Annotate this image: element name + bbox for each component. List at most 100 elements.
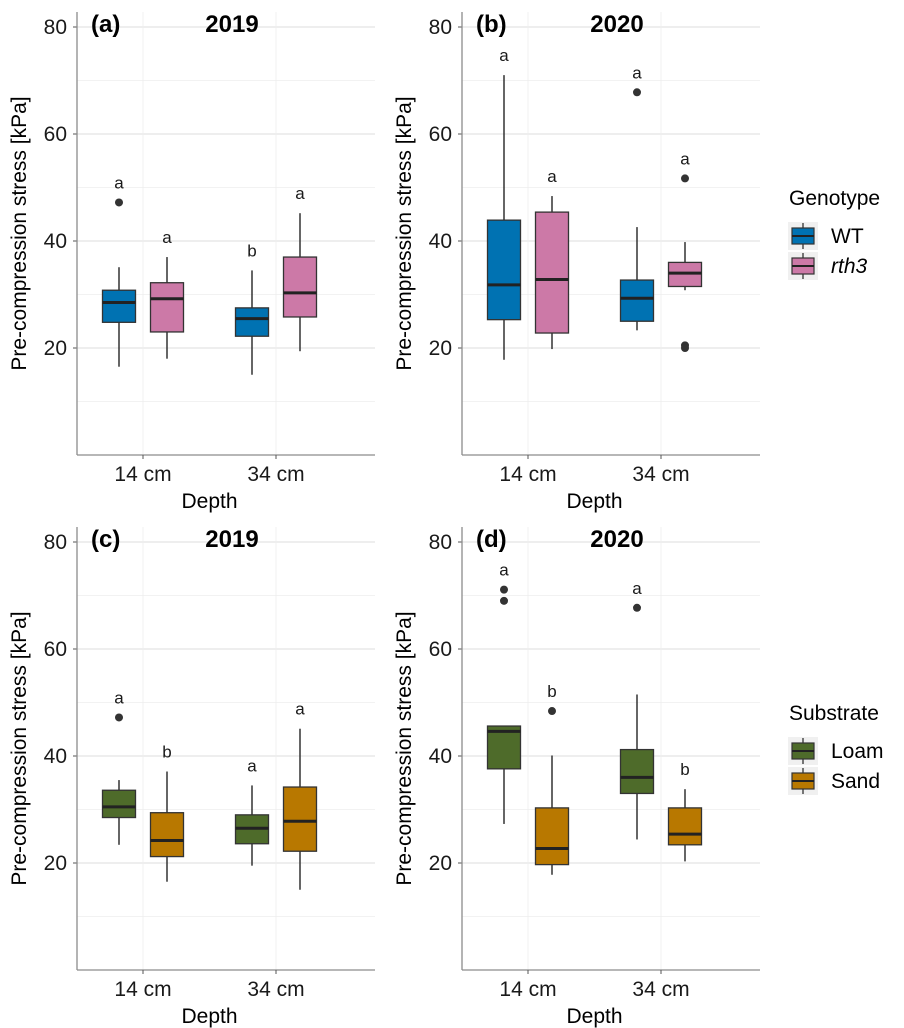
significance-letter: a bbox=[547, 167, 557, 186]
x-tick-label: 34 cm bbox=[632, 463, 689, 486]
box-iqr bbox=[282, 256, 318, 318]
x-tick-label: 34 cm bbox=[632, 978, 689, 1001]
significance-letter: a bbox=[295, 700, 305, 719]
outlier-point bbox=[115, 198, 123, 207]
y-tick-label: 20 bbox=[429, 852, 452, 875]
legend-genotype: Genotype WT rth3 bbox=[788, 187, 880, 280]
box-iqr bbox=[619, 748, 655, 795]
legend-label-wt: WT bbox=[831, 225, 864, 248]
y-tick-label: 80 bbox=[429, 531, 452, 554]
panel-label: (a) bbox=[91, 11, 120, 38]
box-iqr bbox=[486, 219, 522, 321]
significance-letter: a bbox=[499, 46, 509, 65]
y-tick-label: 80 bbox=[429, 16, 452, 39]
panel-title: 2019 bbox=[205, 11, 258, 38]
box-wt-2: b bbox=[234, 241, 270, 375]
legend-substrate: Substrate Loam Sand bbox=[788, 702, 884, 795]
legend-key-sand bbox=[788, 767, 818, 795]
y-tick-label: 40 bbox=[44, 745, 67, 768]
significance-letter: a bbox=[295, 184, 305, 203]
box-sand-1: b bbox=[149, 743, 185, 882]
y-tick-label: 60 bbox=[44, 123, 67, 146]
y-axis-title: Pre-compression stress [kPa] bbox=[8, 96, 31, 370]
panel-title: 2020 bbox=[590, 11, 643, 38]
box-sand-1: b bbox=[534, 682, 570, 875]
outlier-point bbox=[633, 603, 641, 612]
y-tick-label: 20 bbox=[44, 852, 67, 875]
box-iqr bbox=[234, 307, 270, 337]
x-tick-label: 34 cm bbox=[247, 978, 304, 1001]
y-axis-title: Pre-compression stress [kPa] bbox=[393, 611, 416, 885]
x-tick-label: 14 cm bbox=[114, 463, 171, 486]
significance-letter: b bbox=[680, 760, 689, 779]
outlier-point bbox=[115, 713, 123, 722]
box-rth3-2: a bbox=[667, 149, 703, 352]
box-sand-2: a bbox=[282, 700, 318, 890]
panel-a: 20 40 60 80 14 cm 34 cm Depth Pre-compression s… bbox=[8, 11, 375, 513]
legend-title: Genotype bbox=[789, 187, 880, 210]
significance-letter: b bbox=[247, 241, 256, 260]
significance-letter: a bbox=[247, 756, 257, 775]
box-iqr bbox=[619, 279, 655, 322]
y-tick-label: 20 bbox=[429, 337, 452, 360]
x-tick-label: 14 cm bbox=[499, 978, 556, 1001]
x-axis-title: Depth bbox=[181, 1005, 237, 1028]
x-axis-title: Depth bbox=[566, 1005, 622, 1028]
panel-label: (c) bbox=[91, 526, 120, 553]
significance-letter: a bbox=[114, 173, 124, 192]
significance-letter: a bbox=[632, 579, 642, 598]
panel-d: 20 40 60 80 14 cm 34 cm Depth Pre-compression s… bbox=[393, 526, 760, 1028]
panel-c: 20 40 60 80 14 cm 34 cm Depth Pre-compression s… bbox=[8, 526, 375, 1028]
outlier-point bbox=[681, 174, 689, 183]
legend-key-wt bbox=[788, 222, 818, 250]
outlier-point bbox=[681, 344, 689, 352]
y-tick-label: 80 bbox=[44, 531, 67, 554]
panel-title: 2019 bbox=[205, 526, 258, 553]
box-rth3-1: a bbox=[534, 167, 570, 350]
y-tick-label: 40 bbox=[429, 230, 452, 253]
y-tick-label: 20 bbox=[44, 337, 67, 360]
legend-label-loam: Loam bbox=[831, 740, 884, 763]
x-axis-title: Depth bbox=[566, 490, 622, 513]
y-tick-label: 40 bbox=[44, 230, 67, 253]
box-wt-2: a bbox=[619, 63, 655, 331]
box-loam-1: a bbox=[101, 688, 137, 845]
box-loam-2: a bbox=[619, 579, 655, 840]
y-tick-label: 80 bbox=[44, 16, 67, 39]
x-axis-title: Depth bbox=[181, 490, 237, 513]
box-rth3-2: a bbox=[282, 184, 318, 352]
box-iqr bbox=[534, 807, 570, 866]
box-iqr bbox=[667, 807, 703, 846]
legend-title: Substrate bbox=[789, 702, 879, 725]
box-loam-1: a bbox=[486, 561, 522, 824]
panel-title: 2020 bbox=[590, 526, 643, 553]
x-tick-label: 34 cm bbox=[247, 463, 304, 486]
y-tick-label: 40 bbox=[429, 745, 452, 768]
box-iqr bbox=[149, 282, 185, 333]
x-tick-label: 14 cm bbox=[499, 463, 556, 486]
y-tick-label: 60 bbox=[44, 638, 67, 661]
significance-letter: a bbox=[632, 63, 642, 82]
box-iqr bbox=[282, 786, 318, 852]
legend-label-rth3: rth3 bbox=[831, 255, 868, 278]
panel-label: (d) bbox=[476, 526, 507, 553]
significance-letter: b bbox=[162, 743, 171, 762]
box-sand-2: b bbox=[667, 760, 703, 862]
outlier-point bbox=[500, 585, 508, 594]
box-iqr bbox=[534, 211, 570, 334]
box-loam-2: a bbox=[234, 756, 270, 866]
significance-letter: a bbox=[680, 149, 690, 168]
y-tick-label: 60 bbox=[429, 123, 452, 146]
significance-letter: a bbox=[114, 688, 124, 707]
y-axis-title: Pre-compression stress [kPa] bbox=[393, 96, 416, 370]
box-wt-1: a bbox=[486, 46, 522, 360]
box-iqr bbox=[101, 789, 137, 819]
legend-key-loam bbox=[788, 737, 818, 765]
significance-letter: b bbox=[547, 682, 556, 701]
significance-letter: a bbox=[499, 561, 509, 580]
y-axis-title: Pre-compression stress [kPa] bbox=[8, 611, 31, 885]
panel-b: 20 40 60 80 14 cm 34 cm Depth Pre-compression s… bbox=[393, 11, 760, 513]
box-iqr bbox=[101, 289, 137, 323]
outlier-point bbox=[500, 596, 508, 605]
panel-label: (b) bbox=[476, 11, 507, 38]
